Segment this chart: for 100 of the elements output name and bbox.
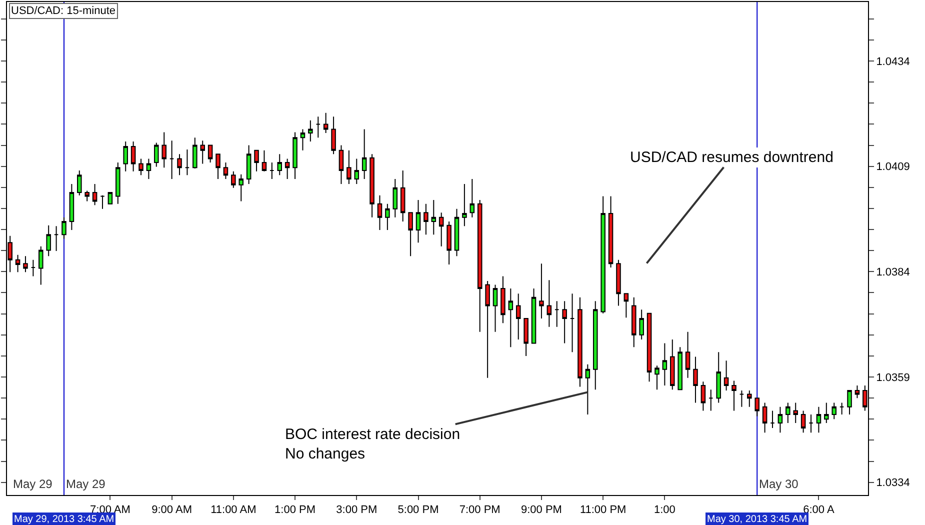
candlestick xyxy=(400,170,406,222)
candlestick xyxy=(277,154,282,176)
candlestick xyxy=(600,196,606,314)
candlestick xyxy=(700,381,706,412)
candlestick xyxy=(508,288,514,348)
candlestick xyxy=(808,414,814,434)
candlestick xyxy=(824,402,829,424)
candlestick xyxy=(708,389,714,412)
candlestick xyxy=(492,284,498,332)
candlestick xyxy=(284,158,290,180)
candlestick xyxy=(223,162,228,180)
candlestick xyxy=(462,184,467,227)
candlestick xyxy=(231,170,236,188)
candlestick xyxy=(470,178,475,218)
candlestick xyxy=(38,246,44,286)
candlestick xyxy=(624,293,629,318)
candlestick xyxy=(770,410,775,428)
candlestick xyxy=(216,154,220,180)
y-tick-label: 1.0359 xyxy=(876,372,910,384)
text: May 30, 2013 3:45 AM xyxy=(707,514,808,525)
x-tick-label: 11:00 PM xyxy=(580,504,626,516)
candlestick xyxy=(370,154,374,218)
candlestick xyxy=(377,194,382,230)
candlestick xyxy=(316,116,321,138)
annotation: BOC interest rate decision No changes xyxy=(285,426,460,462)
candlestick xyxy=(654,365,660,390)
candlestick xyxy=(84,190,90,202)
y-tick-label: 1.0334 xyxy=(876,477,910,490)
x-tick-label: 7:00 PM xyxy=(459,504,500,516)
candlestick xyxy=(77,170,82,196)
candlestick xyxy=(685,331,690,378)
ref-line-label: May 29 xyxy=(66,477,106,491)
candlestick xyxy=(747,390,752,408)
candlestick xyxy=(54,226,59,252)
candlestick xyxy=(832,402,836,420)
candlestick xyxy=(300,128,306,151)
candlestick xyxy=(192,137,198,169)
candlestick xyxy=(331,116,336,155)
candlestick xyxy=(154,142,159,168)
y-tick-label: 1.0409 xyxy=(876,161,910,174)
candlestick xyxy=(562,300,567,344)
candlestick xyxy=(454,208,460,257)
candlestick xyxy=(408,212,413,257)
candlestick xyxy=(138,158,144,176)
candlestick xyxy=(446,221,452,266)
annotation: May 29 xyxy=(13,477,53,491)
candlestick xyxy=(485,280,490,378)
candlestick xyxy=(554,300,560,328)
candlestick xyxy=(385,203,390,230)
candlestick xyxy=(546,280,552,328)
candlestick xyxy=(169,140,174,180)
candlestick xyxy=(92,184,98,206)
candlestick xyxy=(177,154,182,176)
candlestick xyxy=(670,339,675,390)
candlestick xyxy=(778,406,783,434)
x-tick-label: 1:00 xyxy=(654,504,676,516)
candlestick xyxy=(739,390,744,408)
y-tick-label: 1.0434 xyxy=(876,56,910,68)
candlestick xyxy=(184,148,190,176)
candlestick xyxy=(854,384,860,399)
candlestick xyxy=(262,150,267,172)
candlestick xyxy=(100,194,105,210)
text: May 29, 2013 3:45 AM xyxy=(14,514,114,525)
candlestick xyxy=(424,203,428,236)
candlestick xyxy=(786,402,790,424)
candlestick xyxy=(477,200,482,332)
candlestick xyxy=(716,352,721,404)
candlestick xyxy=(323,112,328,134)
candlestick xyxy=(308,120,313,142)
candlestick xyxy=(678,346,682,390)
x-tick-label: 9:00 AM xyxy=(152,504,192,516)
candlestick xyxy=(354,158,360,185)
x-tick-label: 5:00 PM xyxy=(398,504,439,516)
candlestick xyxy=(500,276,506,324)
annotation: USD/CAD resumes downtrend xyxy=(630,149,834,166)
candlestick xyxy=(570,293,575,353)
candlestick xyxy=(116,162,120,204)
y-tick-label: 1.0384 xyxy=(876,266,910,279)
candlestick xyxy=(146,158,152,180)
candlestick xyxy=(246,144,252,185)
candlestick xyxy=(438,212,444,247)
candlestick xyxy=(585,364,590,416)
candlestick xyxy=(816,406,822,434)
candlestick xyxy=(724,360,729,391)
x-tick-label: 11:00 AM xyxy=(210,504,256,516)
candlestick xyxy=(592,300,598,390)
candlestick xyxy=(362,128,367,180)
candlestick xyxy=(69,184,74,230)
candlestick xyxy=(632,296,636,348)
candlestick xyxy=(62,216,66,240)
candlestick xyxy=(693,356,698,404)
candlestick xyxy=(516,293,521,340)
x-tick-label: 1:00 PM xyxy=(274,504,316,516)
candlestick xyxy=(392,178,398,218)
candlestick xyxy=(646,312,652,382)
candlestick xyxy=(162,132,166,168)
candlestick xyxy=(639,309,644,340)
candlestick xyxy=(662,342,668,386)
candlestick xyxy=(200,140,205,164)
candlestick xyxy=(754,398,760,417)
